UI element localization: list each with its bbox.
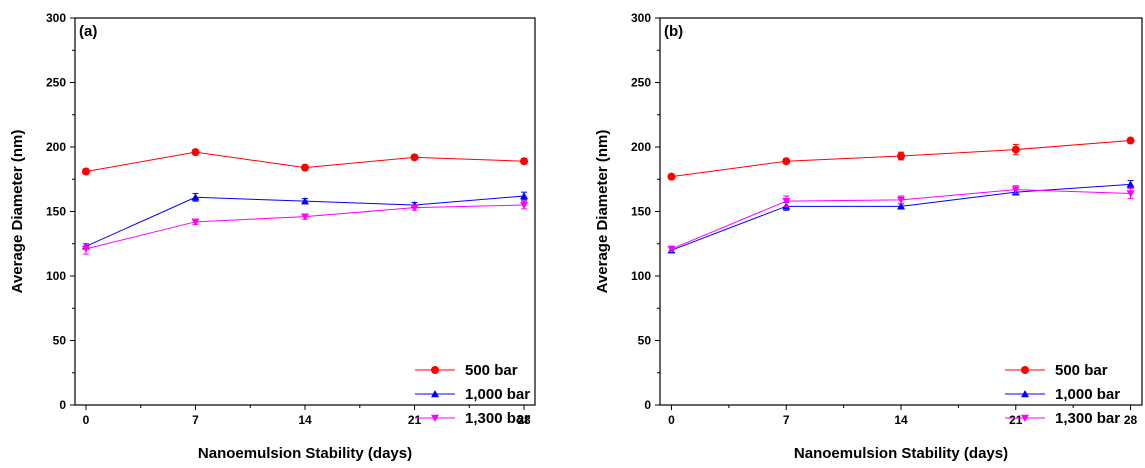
y-tick-label: 300 xyxy=(631,11,651,25)
series-1000bar-bar xyxy=(81,191,529,250)
data-point xyxy=(1126,180,1135,188)
y-tick-label: 150 xyxy=(46,205,66,219)
y-tick-label: 250 xyxy=(631,76,651,90)
data-point xyxy=(782,157,791,166)
data-point xyxy=(301,197,309,205)
legend-marker xyxy=(431,390,439,398)
data-point xyxy=(1011,145,1020,154)
data-point xyxy=(410,204,419,212)
y-tick-label: 200 xyxy=(631,140,651,154)
y-tick-label: 300 xyxy=(46,11,66,25)
legend-item: 1,300 bar xyxy=(415,410,530,427)
data-point xyxy=(520,201,529,210)
data-point xyxy=(191,193,200,201)
series-line xyxy=(671,183,1131,251)
data-point xyxy=(301,163,309,172)
data-point xyxy=(301,213,309,221)
x-axis-title: Nanoemulsion Stability (days) xyxy=(794,445,1008,462)
data-point xyxy=(667,245,676,253)
x-tick-label: 0 xyxy=(668,413,675,427)
x-tick-label: 14 xyxy=(298,413,312,427)
panel-label: (a) xyxy=(79,23,97,40)
y-tick-label: 50 xyxy=(638,334,652,348)
data-point xyxy=(520,192,529,200)
legend-item: 1,000 bar xyxy=(415,386,530,403)
x-tick-label: 28 xyxy=(1124,413,1138,427)
data-point xyxy=(1126,136,1135,145)
y-tick-label: 200 xyxy=(46,140,66,154)
x-axis-title: Nanoemulsion Stability (days) xyxy=(198,445,412,462)
plot-frame xyxy=(74,17,536,406)
data-point xyxy=(667,172,676,181)
data-point xyxy=(1126,190,1135,198)
series-line xyxy=(85,204,525,250)
y-axis-title: Average Diameter (nm) xyxy=(594,130,611,294)
series-500bar-bar xyxy=(667,136,1135,181)
y-tick-label: 100 xyxy=(631,269,651,283)
legend-item: 500 bar xyxy=(1005,362,1108,379)
legend-label: 1,300 bar xyxy=(1055,410,1120,427)
data-point xyxy=(897,202,905,210)
legend-marker xyxy=(1021,366,1029,374)
chart-panel-b: 0 50 100 150 200 250 300 0 7 14 21 28 Nanoemulsion S… xyxy=(594,11,1143,462)
data-point xyxy=(191,218,200,226)
data-point xyxy=(81,167,90,176)
series-500bar-bar xyxy=(81,148,529,176)
data-point xyxy=(191,148,200,157)
data-point xyxy=(81,245,90,253)
data-point xyxy=(782,197,791,206)
legend-item: 1,300 bar xyxy=(1005,410,1120,427)
y-tick-label: 100 xyxy=(46,269,66,283)
data-point xyxy=(897,152,905,161)
panel-label: (b) xyxy=(664,23,683,40)
legend-label: 1,000 bar xyxy=(1055,386,1120,403)
legend-marker xyxy=(1021,390,1029,398)
x-tick-label: 21 xyxy=(408,413,422,427)
y-tick-label: 50 xyxy=(53,334,67,348)
legend-label: 1,300 bar xyxy=(465,410,530,427)
legend-marker xyxy=(431,366,439,374)
x-tick-label: 0 xyxy=(83,413,90,427)
x-tick-label: 7 xyxy=(783,413,790,427)
data-point xyxy=(897,196,905,204)
legend-label: 1,000 bar xyxy=(465,386,530,403)
data-point xyxy=(410,153,419,162)
y-tick-label: 0 xyxy=(644,398,651,412)
legend-label: 500 bar xyxy=(465,362,518,379)
x-tick-label: 14 xyxy=(894,413,908,427)
legend-label: 500 bar xyxy=(1055,362,1108,379)
data-point xyxy=(520,157,529,166)
x-tick-label: 21 xyxy=(1009,413,1023,427)
chart-panel-a: 0 50 100 150 200 250 300 0 7 14 21 28 Nanoemulsion S… xyxy=(9,11,536,462)
y-tick-label: 0 xyxy=(59,398,66,412)
x-tick-label: 28 xyxy=(517,413,531,427)
legend-item: 500 bar xyxy=(415,362,518,379)
legend-marker xyxy=(431,414,439,422)
y-axis-title: Average Diameter (nm) xyxy=(9,130,26,294)
y-tick-label: 250 xyxy=(46,76,66,90)
legend-item: 1,000 bar xyxy=(1005,386,1120,403)
legend-marker xyxy=(1021,414,1029,422)
series-1300bar-bar xyxy=(81,200,529,255)
y-tick-label: 150 xyxy=(631,205,651,219)
plot-frame xyxy=(659,17,1143,406)
x-tick-label: 7 xyxy=(192,413,199,427)
data-point xyxy=(1011,186,1020,194)
series-1300bar-bar xyxy=(667,185,1135,253)
